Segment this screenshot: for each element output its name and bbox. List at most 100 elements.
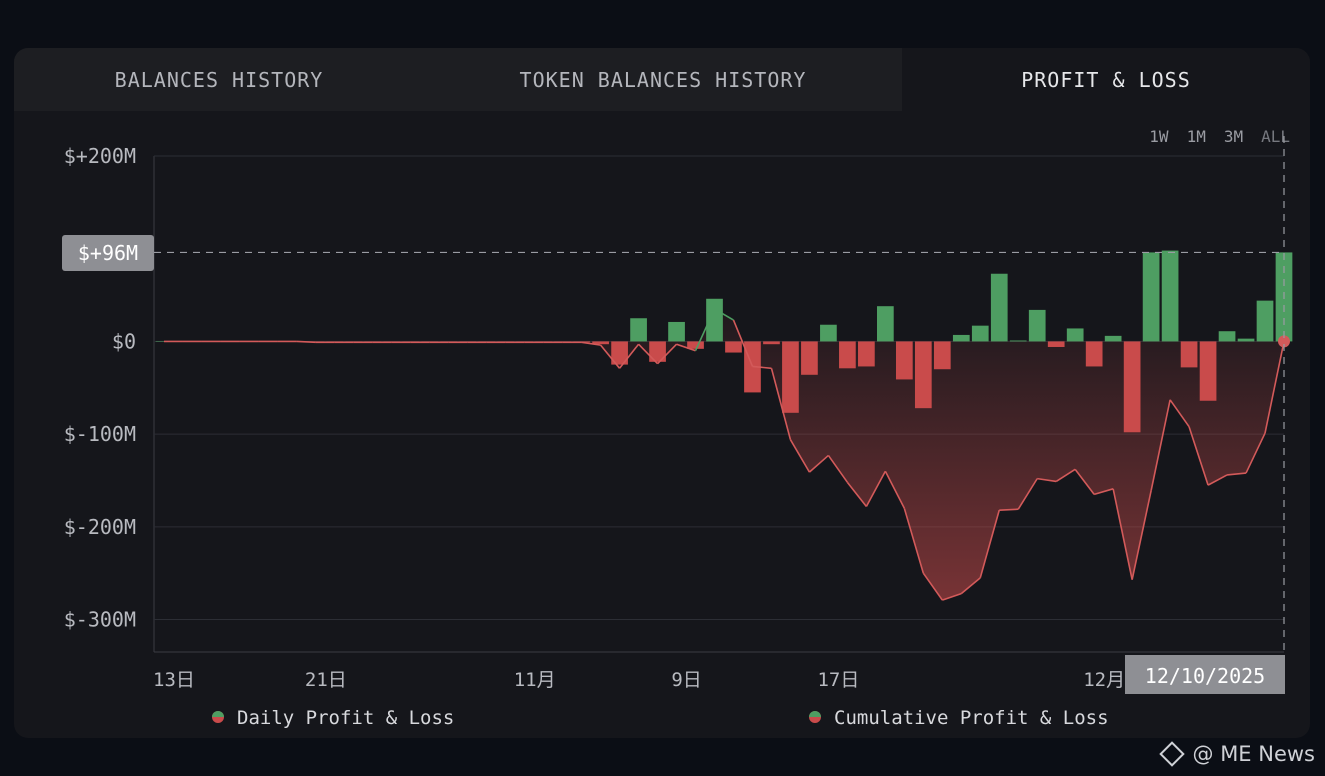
- daily-pnl-bar: [990, 273, 1008, 342]
- daily-pnl-bar: [877, 306, 894, 342]
- daily-pnl-bar: [1142, 252, 1160, 342]
- cumulative-line-segment: [676, 343, 696, 352]
- daily-pnl-bar: [801, 341, 818, 375]
- cumulative-line-segment: [714, 308, 734, 321]
- x-tick-label: 9日: [671, 669, 701, 691]
- y-tick-label: $-200M: [64, 515, 136, 539]
- daily-pnl-bar: [820, 324, 837, 342]
- watermark: @ ME News: [1158, 741, 1315, 767]
- y-tick-label: $0: [112, 329, 136, 353]
- daily-pnl-bar: [914, 341, 932, 409]
- hover-date-badge: [1125, 655, 1285, 694]
- cumulative-line-segment: [979, 509, 1001, 579]
- cumulative-line-segment: [1245, 432, 1266, 474]
- cumulative-line-segment: [1093, 488, 1114, 496]
- cumulative-line-segment: [1112, 488, 1133, 580]
- tab-profit-loss[interactable]: PROFIT & LOSS: [902, 48, 1310, 111]
- hover-value-label: $+96M: [78, 241, 138, 265]
- cumulative-line-segment: [922, 572, 943, 601]
- cumulative-area: [164, 308, 1284, 601]
- y-tick-label: $-100M: [64, 422, 136, 446]
- cumulative-line-segment: [1150, 399, 1171, 491]
- cumulative-line-segment: [1037, 477, 1057, 483]
- daily-pnl-bar: [1047, 341, 1065, 347]
- daily-pnl-bar: [1028, 309, 1046, 342]
- daily-pnl-bar: [933, 341, 951, 370]
- cumulative-line-segment: [1074, 468, 1095, 495]
- daily-bars: [155, 250, 1293, 433]
- cumulative-line-segment: [1188, 426, 1209, 486]
- daily-pnl-bar: [592, 341, 609, 345]
- cumulative-line-segment: [808, 454, 829, 473]
- daily-pnl-bar: [1237, 338, 1255, 342]
- cumulative-line-segment: [618, 343, 640, 369]
- cumulative-line-group: [164, 308, 1290, 601]
- cumulative-line-segment: [942, 592, 962, 601]
- range-1m-button[interactable]: 1M: [1186, 127, 1206, 146]
- x-tick-label: 12月: [1083, 669, 1125, 691]
- watermark-text: @ ME News: [1192, 742, 1315, 766]
- time-range-selector: 1W 1M 3M ALL: [1149, 127, 1290, 146]
- daily-pnl-bar: [1066, 328, 1084, 342]
- cumulative-line-segment: [752, 365, 772, 370]
- daily-pnl-bar: [1180, 341, 1198, 368]
- cumulative-line-segment: [1226, 472, 1247, 476]
- cumulative-line-segment: [903, 508, 925, 574]
- legend-daily-dot-top: [212, 711, 224, 717]
- range-all-button[interactable]: ALL: [1261, 127, 1290, 146]
- cumulative-area-fill: [164, 308, 1284, 601]
- cumulative-line-segment: [296, 340, 316, 344]
- daily-pnl-bar: [895, 341, 913, 380]
- daily-pnl-bar: [858, 341, 875, 367]
- range-3m-button[interactable]: 3M: [1223, 127, 1244, 146]
- hover-value-badge: [62, 235, 154, 271]
- range-1w-button[interactable]: 1W: [1149, 127, 1169, 146]
- cumulative-line-segment: [656, 343, 678, 365]
- hover-crosshair: $+96M 12/10/2025: [62, 136, 1285, 694]
- cumulative-line-segment: [732, 319, 754, 367]
- legend-cumulative-dot-top: [809, 711, 821, 717]
- x-tick-label: 17日: [817, 669, 859, 691]
- cumulative-line-segment: [1169, 399, 1190, 428]
- cumulative-line-segment: [581, 341, 601, 346]
- cumulative-line-segment: [1055, 468, 1076, 483]
- daily-pnl-bar: [1218, 331, 1236, 342]
- x-tick-label: 13日: [153, 669, 195, 691]
- daily-pnl-bar: [687, 341, 704, 349]
- tab-balances-history[interactable]: BALANCES HISTORY: [14, 48, 424, 111]
- cumulative-end-point: [1278, 335, 1290, 348]
- cumulative-line-segment: [789, 439, 811, 473]
- daily-pnl-bar: [668, 321, 685, 342]
- legend-cumulative-label: Cumulative Profit & Loss: [834, 707, 1109, 729]
- cumulative-line-segment: [1017, 478, 1038, 510]
- cumulative-line-segment: [884, 470, 906, 509]
- cumulative-line-segment: [694, 308, 716, 352]
- daily-pnl-bar: [782, 341, 799, 413]
- cumulative-line-segment: [960, 577, 981, 595]
- y-tick-label: $+200M: [64, 144, 136, 168]
- daily-pnl-bar: [1085, 341, 1103, 367]
- daily-pnl-bar: [1161, 250, 1179, 342]
- y-tick-label: $-300M: [64, 608, 136, 632]
- daily-pnl-bar: [706, 298, 723, 342]
- daily-pnl-bar: [763, 341, 780, 345]
- cumulative-line-segment: [865, 470, 887, 507]
- daily-pnl-bar: [649, 341, 666, 362]
- daily-pnl-bar: [611, 341, 628, 365]
- cumulative-line-segment: [1131, 490, 1152, 580]
- tab-token-balances-history[interactable]: TOKEN BALANCES HISTORY: [424, 48, 902, 111]
- cumulative-line-segment: [638, 343, 659, 365]
- cumulative-line-segment: [770, 368, 792, 440]
- hover-date-label: 12/10/2025: [1145, 664, 1265, 688]
- tab-bar: BALANCES HISTORY TOKEN BALANCES HISTORY …: [14, 48, 1310, 111]
- cumulative-line-segment: [999, 508, 1019, 511]
- cumulative-line-segment: [599, 344, 621, 369]
- diamond-logo-icon: [1158, 741, 1185, 767]
- daily-pnl-bar: [952, 334, 970, 342]
- daily-pnl-bar: [1009, 340, 1027, 342]
- daily-pnl-bar: [971, 325, 989, 342]
- cumulative-line-segment: [1207, 474, 1228, 486]
- cumulative-line-segment: [846, 481, 868, 507]
- daily-pnl-bar: [630, 318, 647, 342]
